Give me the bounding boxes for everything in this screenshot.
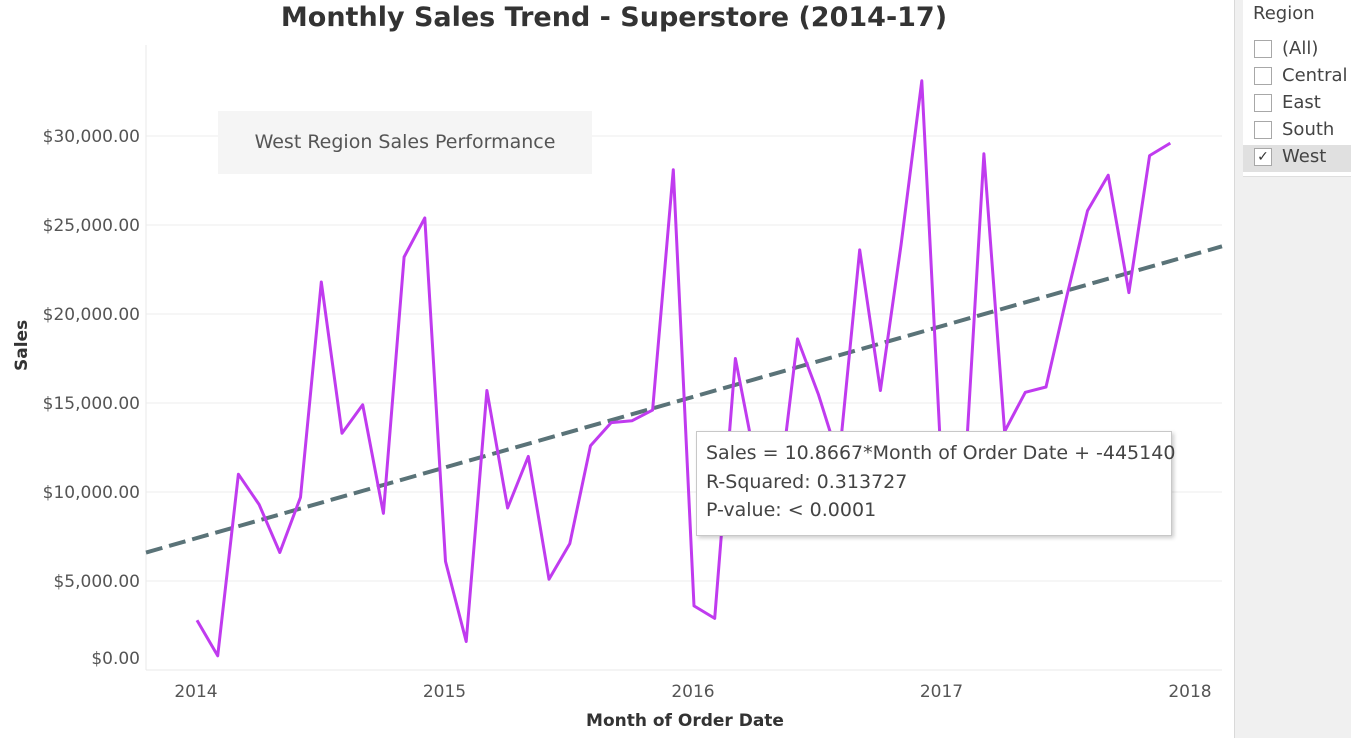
chart-title: Monthly Sales Trend - Superstore (2014-1…: [280, 2, 948, 33]
trend-equation: Sales = 10.8667*Month of Order Date + -4…: [706, 442, 1176, 464]
y-tick-label: $30,000.00: [43, 127, 140, 147]
filter-item-east[interactable]: East: [1243, 91, 1351, 118]
y-axis-label: Sales: [12, 319, 32, 371]
x-tick-label: 2015: [423, 682, 466, 702]
y-tick-label: $15,000.00: [43, 394, 140, 414]
y-tick-label: $20,000.00: [43, 305, 140, 325]
checkbox-all[interactable]: [1254, 40, 1272, 58]
x-tick-label: 2018: [1168, 682, 1211, 702]
filter-label-west: West: [1282, 146, 1327, 167]
filter-item-south[interactable]: South: [1243, 118, 1351, 145]
y-tick-label: $10,000.00: [43, 483, 140, 503]
y-tick-label: $25,000.00: [43, 216, 140, 236]
filter-label-all: (All): [1282, 38, 1319, 59]
region-filter: Region (All) Central East South ✓ West: [1243, 0, 1351, 177]
x-axis-label: Month of Order Date: [586, 711, 784, 731]
filter-title: Region: [1253, 3, 1315, 24]
trend-r-squared: R-Squared: 0.313727: [706, 470, 908, 493]
checkbox-east[interactable]: [1254, 94, 1272, 112]
x-tick-label: 2017: [920, 682, 963, 702]
checkbox-west[interactable]: ✓: [1254, 148, 1272, 166]
filter-label-central: Central: [1282, 65, 1348, 86]
checkbox-south[interactable]: [1254, 121, 1272, 139]
x-tick-label: 2014: [174, 682, 217, 702]
x-tick-label: 2016: [671, 682, 714, 702]
filter-label-east: East: [1282, 92, 1321, 113]
filter-label-south: South: [1282, 119, 1335, 140]
annotation-box: West Region Sales Performance: [218, 111, 592, 174]
checkbox-central[interactable]: [1254, 67, 1272, 85]
trend-p-value: P-value: < 0.0001: [706, 499, 877, 521]
filter-item-west[interactable]: ✓ West: [1243, 145, 1351, 172]
sales-line: [195, 79, 1172, 658]
chart-plot-area: $0.00 $5,000.00 $10,000.00 $15,000.00 $20,00…: [43, 45, 1223, 702]
y-tick-label: $5,000.00: [53, 572, 140, 592]
filter-item-all[interactable]: (All): [1243, 37, 1351, 64]
y-tick-label: $0.00: [91, 649, 140, 669]
trend-line-tooltip: Sales = 10.8667*Month of Order Date + -4…: [696, 431, 1176, 536]
filter-item-central[interactable]: Central: [1243, 64, 1351, 91]
